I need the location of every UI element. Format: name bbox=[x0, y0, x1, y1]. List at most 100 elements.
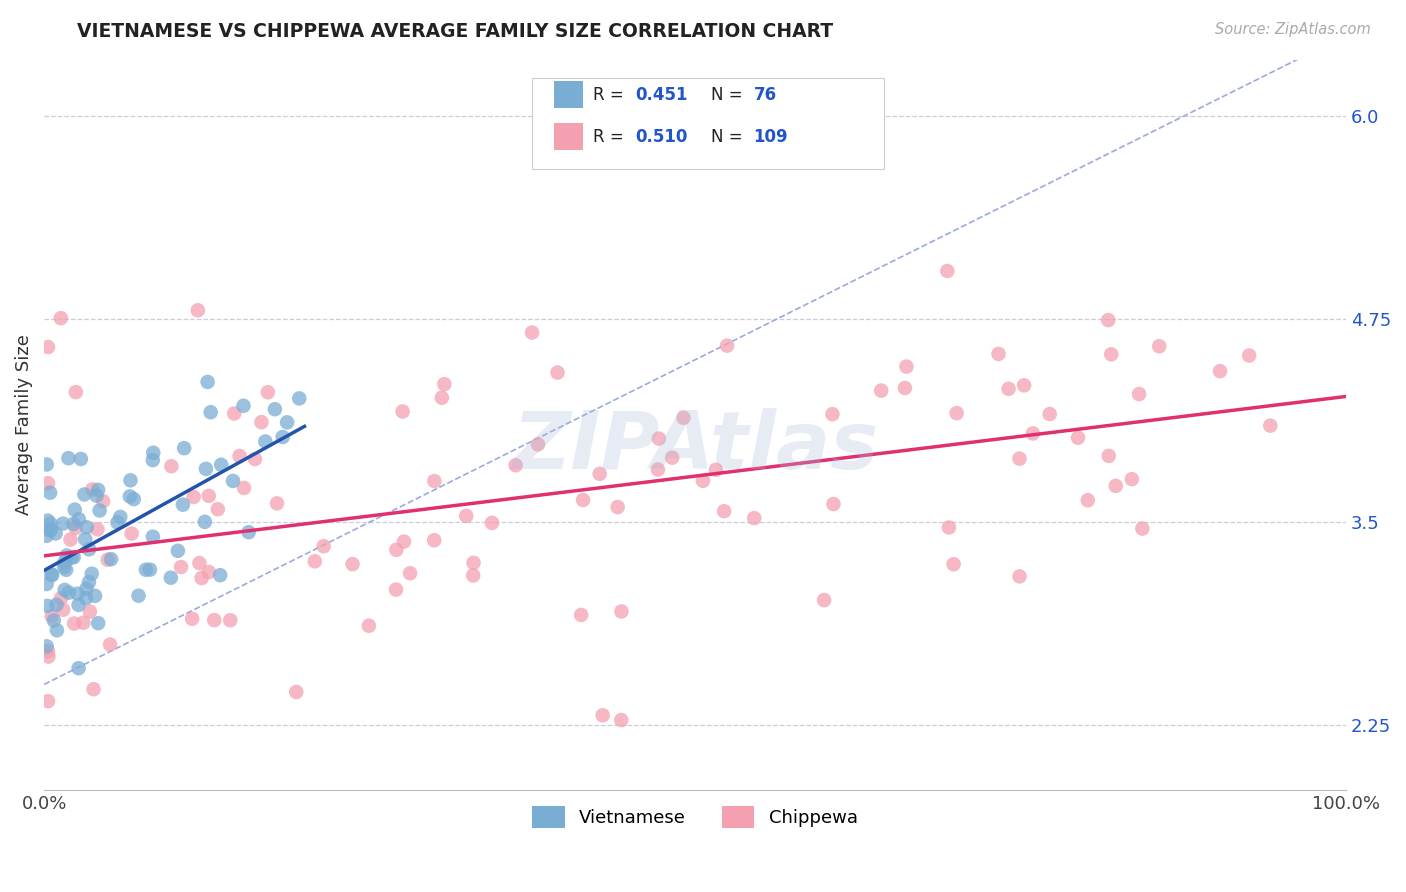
Point bbox=[128, 589, 150, 603]
Point bbox=[52, 603, 75, 617]
Point bbox=[41, 567, 63, 582]
Point bbox=[53, 560, 76, 574]
Point bbox=[65, 385, 87, 400]
Point bbox=[41, 568, 63, 582]
Point bbox=[49, 311, 72, 326]
Point bbox=[39, 485, 62, 500]
Point bbox=[1209, 364, 1232, 378]
Point bbox=[224, 407, 246, 421]
Text: 109: 109 bbox=[754, 128, 789, 145]
Point bbox=[456, 508, 478, 523]
Point bbox=[870, 384, 893, 398]
Point bbox=[704, 463, 727, 477]
Point bbox=[433, 377, 456, 392]
Point bbox=[82, 483, 104, 497]
Point bbox=[37, 514, 59, 528]
Point bbox=[120, 473, 142, 487]
Point bbox=[250, 415, 273, 429]
Point bbox=[547, 366, 569, 380]
Point bbox=[77, 542, 100, 557]
Point bbox=[107, 516, 129, 530]
Point bbox=[58, 451, 80, 466]
Point bbox=[142, 530, 165, 544]
Point bbox=[45, 526, 67, 541]
Point bbox=[84, 589, 107, 603]
Point bbox=[198, 565, 221, 579]
Point bbox=[142, 453, 165, 467]
Point bbox=[197, 375, 219, 389]
Point bbox=[58, 585, 80, 599]
Point bbox=[55, 563, 77, 577]
Point bbox=[610, 605, 633, 619]
Point bbox=[391, 404, 413, 418]
Point bbox=[285, 685, 308, 699]
Point bbox=[1067, 431, 1090, 445]
Point bbox=[1008, 569, 1031, 583]
Point bbox=[1105, 479, 1128, 493]
Point bbox=[45, 624, 67, 638]
Point bbox=[67, 512, 90, 526]
Text: 0.451: 0.451 bbox=[636, 86, 688, 103]
Point bbox=[63, 502, 86, 516]
Point bbox=[527, 437, 550, 451]
Point bbox=[89, 503, 111, 517]
Point bbox=[37, 649, 59, 664]
Point bbox=[121, 526, 143, 541]
Point bbox=[200, 405, 222, 419]
Point bbox=[63, 616, 86, 631]
Point bbox=[197, 489, 219, 503]
Point bbox=[190, 571, 212, 585]
Point bbox=[76, 520, 98, 534]
Point bbox=[661, 450, 683, 465]
Point bbox=[187, 303, 209, 318]
Point bbox=[945, 406, 967, 420]
Point bbox=[672, 410, 695, 425]
Point bbox=[100, 552, 122, 566]
Text: ZIPAtlas: ZIPAtlas bbox=[512, 408, 879, 485]
Point bbox=[1012, 378, 1035, 392]
Point bbox=[75, 591, 97, 605]
Point bbox=[1008, 451, 1031, 466]
Point bbox=[742, 511, 765, 525]
Text: 0.510: 0.510 bbox=[636, 128, 688, 145]
Text: N =: N = bbox=[710, 128, 748, 145]
Point bbox=[172, 498, 194, 512]
Point bbox=[45, 598, 67, 612]
Point bbox=[209, 458, 232, 472]
Point bbox=[997, 382, 1019, 396]
Point bbox=[170, 560, 193, 574]
Point bbox=[55, 549, 77, 563]
Point bbox=[97, 552, 120, 566]
Point bbox=[53, 582, 76, 597]
Text: N =: N = bbox=[710, 86, 748, 103]
Point bbox=[160, 459, 183, 474]
Point bbox=[1022, 426, 1045, 441]
Point bbox=[813, 593, 835, 607]
Point bbox=[35, 577, 58, 591]
Point bbox=[67, 598, 90, 612]
Point bbox=[86, 522, 108, 536]
Point bbox=[52, 516, 75, 531]
Point bbox=[713, 504, 735, 518]
Point bbox=[606, 500, 628, 514]
Point bbox=[98, 638, 121, 652]
Point bbox=[256, 385, 278, 400]
Point bbox=[72, 615, 94, 630]
Point bbox=[505, 458, 527, 473]
Point bbox=[70, 452, 93, 467]
Point bbox=[222, 474, 245, 488]
Point bbox=[463, 568, 485, 582]
Point bbox=[194, 515, 217, 529]
Y-axis label: Average Family Size: Average Family Size bbox=[15, 334, 32, 516]
Point bbox=[232, 399, 254, 413]
Text: Source: ZipAtlas.com: Source: ZipAtlas.com bbox=[1215, 22, 1371, 37]
Point bbox=[75, 532, 97, 546]
Point bbox=[938, 520, 960, 534]
Point bbox=[181, 612, 204, 626]
Point bbox=[304, 554, 326, 568]
Point bbox=[1147, 339, 1170, 353]
Text: R =: R = bbox=[593, 128, 630, 145]
Point bbox=[647, 462, 669, 476]
Point bbox=[219, 613, 242, 627]
Point bbox=[122, 492, 145, 507]
